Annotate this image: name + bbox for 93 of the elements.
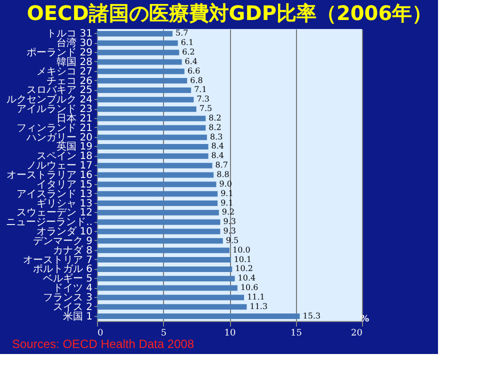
bar bbox=[97, 153, 208, 159]
data-label: 5.7 bbox=[176, 28, 188, 38]
y-tick-label: メキシコ 27 bbox=[36, 66, 92, 78]
bar bbox=[97, 59, 182, 65]
bar bbox=[97, 78, 188, 84]
bar bbox=[97, 134, 207, 140]
data-label: 8.2 bbox=[208, 122, 222, 132]
data-label: 6.8 bbox=[190, 76, 203, 85]
data-label: 9.1 bbox=[220, 188, 234, 198]
bar bbox=[97, 68, 184, 74]
x-tick-label: 0 bbox=[98, 328, 104, 338]
y-tick-label: スウェーデン 12 bbox=[16, 208, 92, 219]
bar bbox=[97, 116, 206, 122]
x-tick-label: 10 bbox=[224, 328, 236, 338]
data-label: 8.7 bbox=[215, 160, 228, 170]
data-label: 11.1 bbox=[247, 292, 265, 302]
data-label: 9.1 bbox=[220, 198, 234, 208]
y-tick-label: ドイツ 4 bbox=[52, 283, 92, 294]
bar bbox=[97, 257, 231, 263]
y-tick-label: オーストラリア 16 bbox=[6, 170, 92, 181]
y-tick-label: ベルギー 5 bbox=[42, 272, 92, 285]
data-label: 10.1 bbox=[234, 254, 252, 264]
data-label: 7.5 bbox=[199, 104, 212, 114]
y-tick-label: ノルウェー 17 bbox=[26, 160, 92, 172]
data-label: 10.6 bbox=[240, 283, 258, 292]
y-tick-label: デンマーク 9 bbox=[32, 236, 92, 247]
bar bbox=[97, 285, 238, 291]
source-note: Sources: OECD Health Data 2008 bbox=[12, 337, 194, 351]
data-label: 11.3 bbox=[250, 302, 268, 311]
bar bbox=[97, 162, 212, 168]
bar bbox=[97, 238, 223, 244]
y-tick-label: チェコ 26 bbox=[46, 76, 92, 87]
y-tick-label: オランダ 10 bbox=[36, 226, 92, 238]
bar bbox=[97, 50, 180, 56]
x-tick-label: 5 bbox=[160, 328, 167, 338]
bar bbox=[97, 144, 208, 150]
data-label: 6.4 bbox=[184, 56, 198, 66]
chart-title: OECD諸国の医療費対GDP比率（2006年） bbox=[26, 1, 432, 26]
bar bbox=[97, 314, 300, 320]
data-label: 9.0 bbox=[219, 179, 232, 188]
y-tick-label: 英国 19 bbox=[56, 140, 92, 153]
y-tick-label: 台湾 30 bbox=[56, 37, 92, 50]
bar bbox=[97, 219, 220, 225]
bar bbox=[97, 294, 244, 300]
y-tick-label: ルクセンブルク 24 bbox=[6, 94, 92, 106]
bar bbox=[97, 191, 218, 197]
data-label: 10.4 bbox=[238, 274, 256, 283]
bar bbox=[97, 248, 230, 254]
y-tick-label: アイスランド 13 bbox=[16, 188, 92, 200]
y-tick-label: ギリシャ 13 bbox=[36, 197, 92, 210]
y-tick-label: カナダ 8 bbox=[52, 244, 92, 256]
data-label: 10.2 bbox=[235, 264, 253, 274]
y-tick-label: 米国 1 bbox=[62, 310, 92, 322]
bar bbox=[97, 40, 178, 46]
data-label: 6.6 bbox=[187, 66, 200, 76]
bar bbox=[97, 228, 220, 234]
data-label: 15.3 bbox=[302, 311, 321, 320]
bar bbox=[97, 200, 218, 206]
data-label: 8.8 bbox=[216, 170, 230, 179]
bar bbox=[97, 210, 219, 216]
data-label: 8.4 bbox=[211, 151, 224, 160]
data-label: 6.2 bbox=[182, 48, 195, 57]
data-label: 7.3 bbox=[196, 94, 210, 104]
y-tick-label: イタリア 15 bbox=[36, 179, 92, 190]
bar bbox=[97, 304, 247, 310]
x-tick-label: 15 bbox=[290, 328, 302, 338]
data-label: 9.5 bbox=[226, 236, 239, 245]
y-tick-label: スペイン 18 bbox=[36, 151, 92, 162]
data-label: 6.1 bbox=[180, 38, 194, 48]
data-label: 10.0 bbox=[232, 245, 250, 254]
x-axis-title: % bbox=[360, 314, 370, 324]
data-label: 8.4 bbox=[211, 142, 224, 151]
data-label: 9.3 bbox=[223, 226, 236, 236]
y-tick-label: フィンランド 21 bbox=[16, 122, 92, 134]
x-tick-label: 20 bbox=[351, 328, 363, 338]
bar bbox=[97, 106, 196, 112]
data-label: 9.3 bbox=[223, 217, 236, 226]
y-tick-label: スイス 2 bbox=[52, 302, 92, 313]
bar bbox=[97, 266, 232, 272]
bar bbox=[97, 125, 206, 131]
bar bbox=[97, 276, 235, 282]
bar bbox=[97, 172, 214, 178]
bar bbox=[97, 87, 192, 93]
bar bbox=[97, 96, 194, 102]
bar bbox=[97, 182, 216, 188]
y-tick-label: 韓国 28 bbox=[56, 56, 92, 68]
y-tick-label: 日本 21 bbox=[56, 112, 92, 124]
y-tick-label: フランス 3 bbox=[42, 292, 92, 304]
data-label: 8.3 bbox=[210, 132, 223, 142]
data-label: 7.1 bbox=[194, 85, 207, 94]
data-label: 8.2 bbox=[208, 113, 222, 122]
data-label: 9.2 bbox=[222, 208, 235, 217]
bar bbox=[97, 30, 173, 36]
